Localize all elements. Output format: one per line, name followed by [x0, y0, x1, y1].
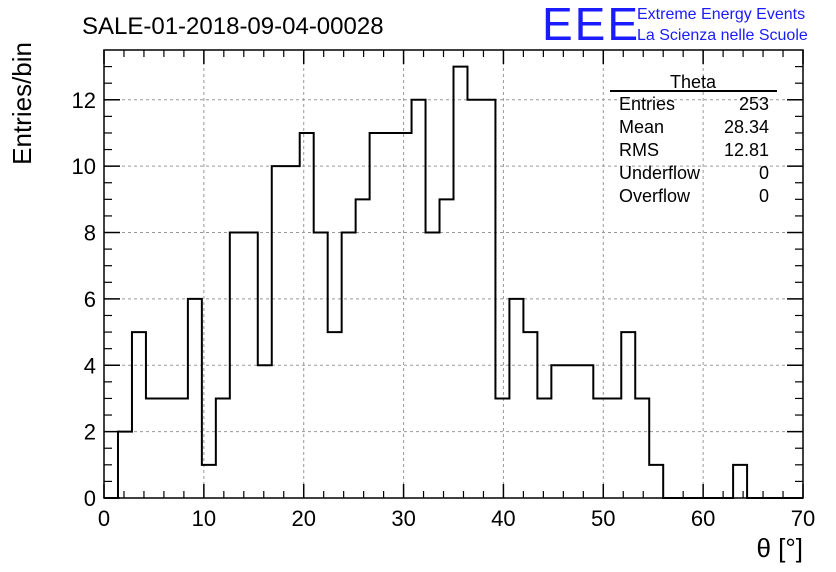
stats-mean-value: 28.34	[724, 117, 769, 137]
histogram-bin	[384, 133, 398, 498]
histogram-bin	[523, 332, 537, 498]
x-tick-label: 50	[591, 506, 615, 531]
histogram-bin	[146, 398, 160, 498]
stats-underflow-label: Underflow	[619, 163, 701, 183]
histogram-bin	[607, 398, 621, 498]
histogram-bin	[495, 398, 509, 498]
stats-entries-value: 253	[739, 94, 769, 114]
plot-frame	[103, 49, 804, 499]
histogram-bin	[481, 100, 495, 498]
histogram-bin	[509, 299, 523, 498]
x-tick-label: 20	[291, 506, 315, 531]
y-axis-label: Entries/bin	[7, 42, 37, 165]
histogram-bin	[202, 465, 216, 498]
histogram-bin	[188, 299, 202, 498]
y-tick-label: 2	[84, 420, 96, 445]
histogram-bin	[244, 233, 258, 498]
histogram-bin	[272, 166, 286, 498]
stats-title: Theta	[670, 72, 717, 92]
x-tick-label: 40	[491, 506, 515, 531]
logo-line-1: Extreme Energy Events	[637, 6, 805, 23]
histogram-bin	[300, 133, 314, 498]
stats-rms-value: 12.81	[724, 140, 769, 160]
stats-overflow-value: 0	[759, 186, 769, 206]
y-tick-label: 8	[84, 221, 96, 246]
histogram-bin	[454, 67, 468, 498]
x-tick-label: 60	[691, 506, 715, 531]
x-tick-labels: 0 10 20 30 40 50 60 70	[98, 506, 815, 531]
y-tick-label: 10	[72, 154, 96, 179]
histogram-bin	[440, 199, 454, 498]
stats-rms-label: RMS	[619, 140, 659, 160]
x-axis-label: θ [°]	[756, 533, 803, 563]
histogram-bin	[286, 166, 300, 498]
x-tick-label: 30	[391, 506, 415, 531]
histogram-outline	[104, 65, 803, 499]
y-tick-label: 0	[84, 486, 96, 511]
histogram-bin	[649, 465, 663, 498]
histogram-bin	[230, 233, 244, 498]
histogram-bin	[370, 133, 384, 498]
histogram-bin	[398, 133, 412, 498]
histogram-bin	[635, 398, 649, 498]
histogram-bin	[551, 365, 565, 498]
x-tick-label: 0	[98, 506, 110, 531]
x-tick-label: 10	[192, 506, 216, 531]
histogram-bin	[412, 100, 426, 498]
logo-line-2: La Scienza nelle Scuole	[637, 27, 808, 44]
histogram-bin	[132, 332, 146, 498]
histogram-bin	[356, 199, 370, 498]
stats-mean-label: Mean	[619, 117, 664, 137]
histogram-bin	[258, 365, 272, 498]
y-tick-label: 12	[72, 88, 96, 113]
histogram-bin	[621, 332, 635, 498]
stats-underflow-value: 0	[759, 163, 769, 183]
histogram-bin	[314, 233, 328, 498]
histogram-bin	[537, 398, 551, 498]
histogram-bin	[579, 365, 593, 498]
histogram-bin	[174, 398, 188, 498]
stats-entries-label: Entries	[619, 94, 675, 114]
histogram-bin	[118, 432, 132, 498]
y-tick-label: 6	[84, 287, 96, 312]
logo-letters: EEE	[542, 0, 640, 50]
histogram-bin	[342, 233, 356, 498]
stats-box: Theta Entries 253 Mean 28.34 RMS 12.81 U…	[610, 72, 777, 206]
x-tick-label: 70	[791, 506, 815, 531]
histogram-bin	[160, 398, 174, 498]
histogram-bin	[593, 398, 607, 498]
histogram-bin	[565, 365, 579, 498]
run-title: SALE-01-2018-09-04-00028	[82, 13, 384, 40]
histogram-bin	[426, 233, 440, 498]
histogram-bin	[733, 465, 747, 498]
y-tick-label: 4	[84, 353, 96, 378]
histogram-bin	[328, 332, 342, 498]
y-tick-labels: 0 2 4 6 8 10 12	[72, 88, 96, 511]
eee-logo: EEE Extreme Energy Events La Scienza nel…	[542, 0, 808, 50]
grid-lines	[104, 50, 803, 498]
histogram-bin	[467, 100, 481, 498]
histogram-bin	[216, 398, 230, 498]
stats-overflow-label: Overflow	[619, 186, 691, 206]
